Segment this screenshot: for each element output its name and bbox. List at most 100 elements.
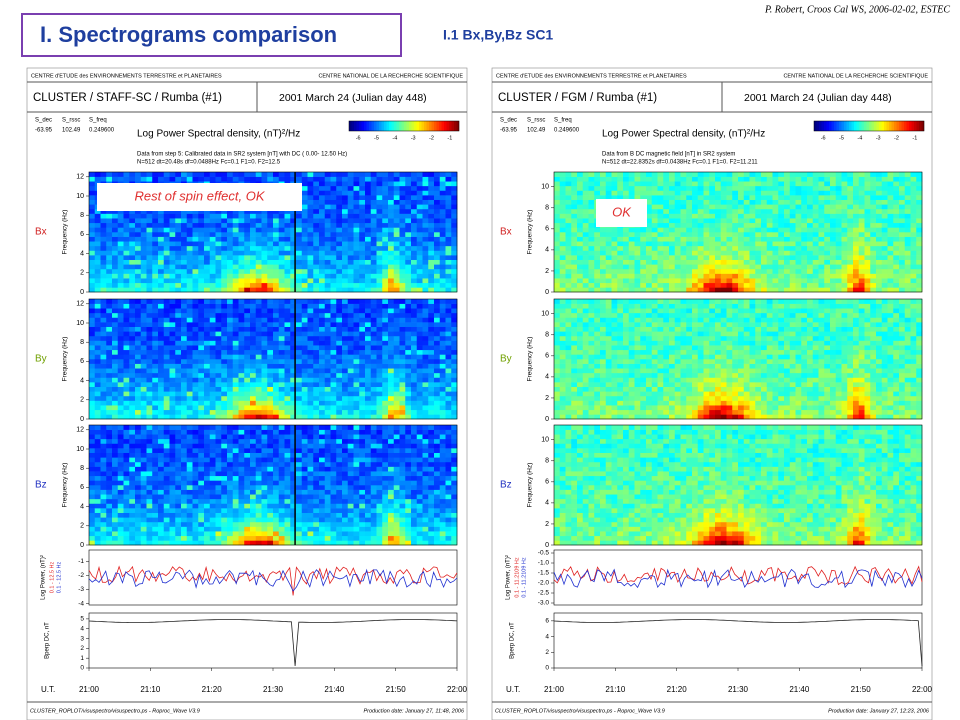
spectrogram-cell bbox=[359, 377, 366, 383]
spectrogram-cell bbox=[422, 457, 429, 463]
spectrogram-cell bbox=[89, 236, 96, 242]
spectrogram-cell bbox=[238, 461, 245, 467]
spectrogram-cell bbox=[100, 326, 107, 332]
spectrogram-cell bbox=[221, 526, 228, 532]
spectrogram-cell bbox=[123, 299, 130, 304]
spectrogram-cell bbox=[405, 521, 412, 527]
spectrogram-cell bbox=[376, 282, 383, 288]
spectrogram-cell bbox=[117, 414, 124, 420]
spectrogram-cell bbox=[319, 308, 326, 314]
spectrogram-cell bbox=[428, 354, 435, 360]
spectrogram-cell bbox=[209, 405, 216, 411]
spectrogram-cell bbox=[284, 386, 291, 392]
spectrogram-cell bbox=[319, 382, 326, 387]
spectrogram-cell bbox=[359, 349, 366, 355]
spectrogram-cell bbox=[330, 409, 337, 415]
spectrogram-cell bbox=[255, 299, 262, 304]
spectrogram-cell bbox=[336, 521, 343, 527]
spectrogram-cell bbox=[388, 409, 395, 415]
spectrogram-cell bbox=[370, 172, 377, 177]
spectrogram-cell bbox=[89, 287, 96, 293]
spectrogram-cell bbox=[250, 218, 257, 224]
spectrogram-cell bbox=[278, 363, 285, 369]
spectrogram-cell bbox=[146, 452, 153, 458]
spectrogram-cell bbox=[319, 278, 326, 284]
spectrogram-cell bbox=[307, 345, 314, 351]
spectrogram-cell bbox=[89, 199, 96, 205]
spectrogram-cell bbox=[388, 475, 395, 481]
spectrogram-cell bbox=[204, 414, 211, 420]
spectrogram-cell bbox=[123, 317, 130, 323]
spectrogram-cell bbox=[284, 268, 291, 274]
spectrogram-cell bbox=[284, 489, 291, 495]
spectrogram-cell bbox=[278, 531, 285, 537]
spectrogram-cell bbox=[359, 494, 366, 500]
spectrogram-cell bbox=[342, 303, 349, 309]
spectrogram-cell bbox=[261, 535, 268, 541]
spectrogram-cell bbox=[129, 322, 136, 327]
y-tick-label: 4 bbox=[80, 377, 84, 384]
spectrogram-cell bbox=[129, 452, 136, 458]
spectrogram-cell bbox=[163, 308, 170, 314]
spectrogram-cell bbox=[250, 264, 257, 270]
spectrogram-cell bbox=[388, 255, 395, 260]
spectrogram-cell bbox=[106, 250, 113, 256]
spectrogram-cell bbox=[209, 475, 216, 481]
spectrogram-cell bbox=[290, 208, 297, 214]
colorbar-cell bbox=[394, 121, 397, 131]
spectrogram-cell bbox=[215, 264, 222, 270]
spectrogram-cell bbox=[267, 526, 274, 532]
spectrogram-cell bbox=[129, 245, 136, 251]
spectrogram-cell bbox=[422, 199, 429, 205]
spectrogram-cell bbox=[405, 227, 412, 233]
spectrogram-cell bbox=[365, 489, 372, 495]
spectrogram-cell bbox=[129, 382, 136, 387]
spectrogram-cell bbox=[181, 322, 188, 327]
spectrogram-cell bbox=[169, 438, 176, 444]
spectrogram-cell bbox=[209, 425, 216, 430]
spectrogram-cell bbox=[301, 190, 308, 196]
spectrogram-cell bbox=[89, 489, 96, 495]
spectrogram-cell bbox=[94, 326, 101, 332]
spectrogram-cell bbox=[123, 236, 130, 242]
spectrogram-cell bbox=[117, 466, 124, 472]
spectrogram-cell bbox=[336, 273, 343, 279]
spectrogram-cell bbox=[238, 335, 245, 341]
spectrogram-cell bbox=[284, 326, 291, 332]
spectrogram-cell bbox=[198, 452, 205, 458]
spectrogram-cell bbox=[434, 299, 441, 304]
spectrogram-cell bbox=[301, 526, 308, 532]
spectrogram-cell bbox=[163, 222, 170, 228]
spectrogram-cell bbox=[319, 386, 326, 392]
spectrogram-cell bbox=[112, 317, 119, 323]
spectrogram-cell bbox=[411, 368, 418, 374]
spectrogram-cell bbox=[416, 299, 423, 304]
spectrogram-cell bbox=[181, 278, 188, 284]
spectrogram-cell bbox=[112, 429, 119, 435]
spectrogram-cell bbox=[175, 218, 182, 224]
spectrogram-cell bbox=[428, 241, 435, 247]
spectrogram-cell bbox=[227, 335, 234, 341]
spectrogram-cell bbox=[198, 359, 205, 364]
spectrogram-cell bbox=[192, 395, 199, 401]
spectrogram-cell bbox=[382, 345, 389, 351]
spectrogram-cell bbox=[393, 494, 400, 500]
spectrogram-cell bbox=[169, 250, 176, 256]
spectrogram-cell bbox=[267, 382, 274, 387]
spectrogram-cell bbox=[135, 526, 142, 532]
spectrogram-cell bbox=[342, 172, 349, 177]
spectrogram-cell bbox=[255, 317, 262, 323]
spectrogram-cell bbox=[319, 299, 326, 304]
spectrogram-cell bbox=[204, 322, 211, 327]
spectrogram-cell bbox=[319, 448, 326, 453]
spectrogram-cell bbox=[250, 326, 257, 332]
spectrogram-cell bbox=[359, 331, 366, 337]
spectrogram-cell bbox=[267, 429, 274, 435]
spectrogram-cell bbox=[319, 245, 326, 251]
spectrogram-cell bbox=[296, 521, 303, 527]
spectrogram-cell bbox=[261, 287, 268, 293]
spectrogram-cell bbox=[250, 317, 257, 323]
spectrogram-cell bbox=[278, 452, 285, 458]
spectrogram-cell bbox=[319, 531, 326, 537]
spectrogram-cell bbox=[244, 317, 251, 323]
